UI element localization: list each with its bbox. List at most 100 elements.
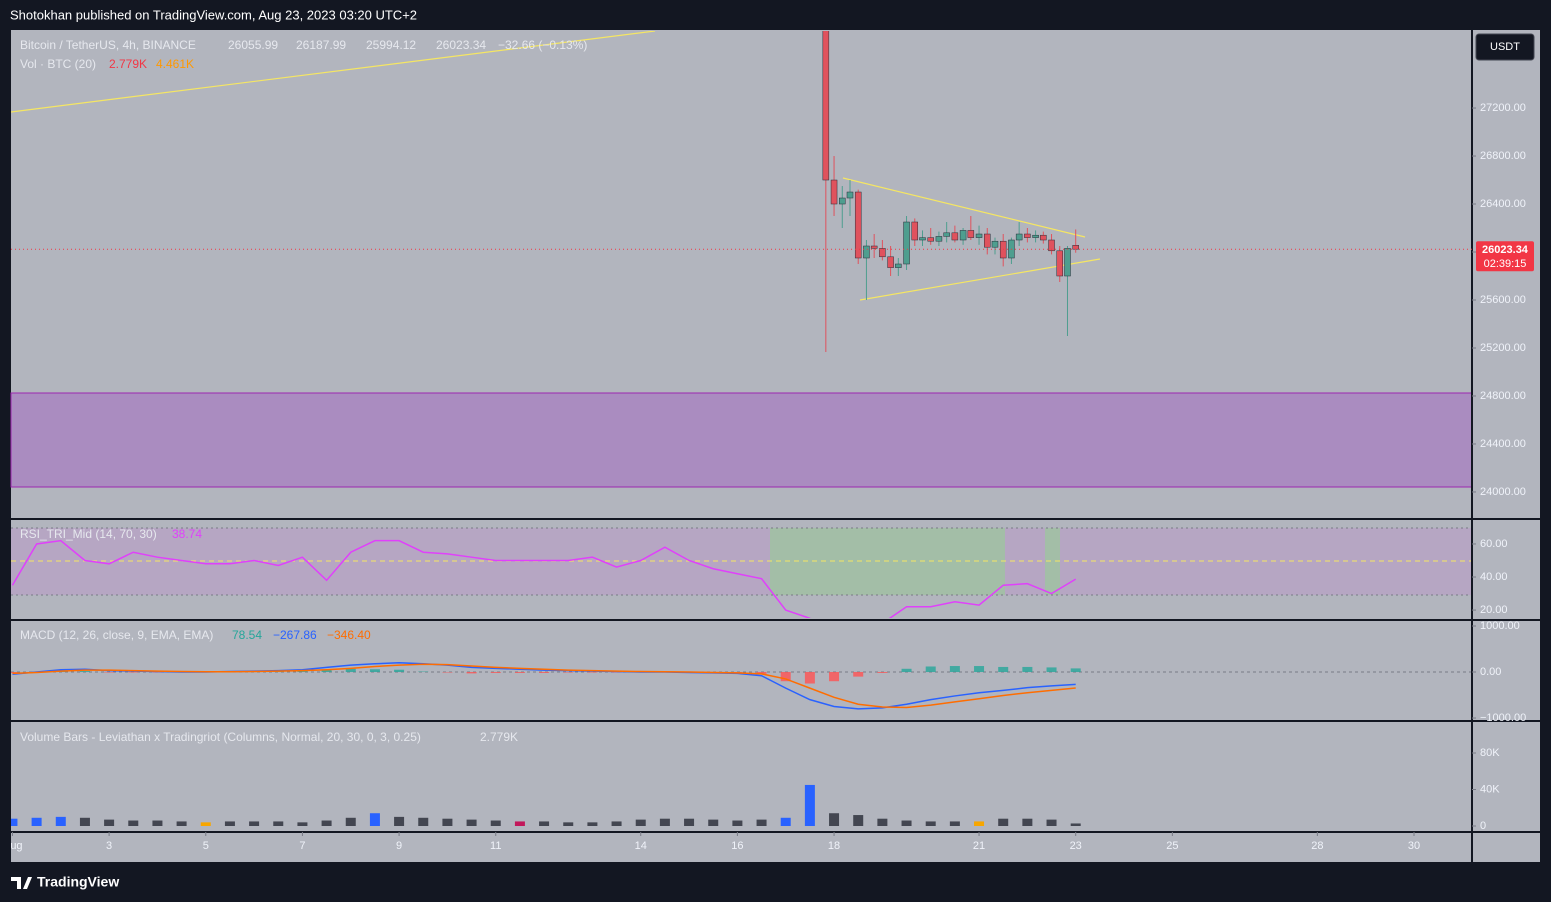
high: 26187.99	[296, 38, 346, 52]
pane	[11, 784, 1081, 827]
x-tick-label: 18	[828, 840, 840, 852]
macd-hist	[539, 672, 550, 673]
last-price-box	[1476, 241, 1534, 272]
trend-line	[11, 31, 656, 113]
countdown: 02:39:15	[1484, 258, 1527, 270]
candle-body	[943, 232, 950, 237]
macd-hist	[394, 669, 405, 673]
pane	[11, 662, 1081, 710]
x-tick-label: 25	[1166, 840, 1178, 852]
macd-hist: 78.54	[232, 628, 262, 642]
y-tick-label: 60.00	[1480, 538, 1508, 550]
volume-bar	[224, 821, 235, 827]
macd-hist	[345, 668, 356, 673]
macd-hist	[1022, 666, 1033, 673]
macd-hist	[466, 672, 477, 674]
y-tick-label: 25600.00	[1480, 294, 1526, 306]
y-tick-label: 24800.00	[1480, 390, 1526, 402]
candle-body	[1048, 239, 1055, 252]
volume-bar	[587, 822, 598, 827]
candle-body	[870, 245, 878, 249]
volume-bar	[877, 818, 888, 827]
volume-bar	[1070, 823, 1081, 827]
volume-bar	[200, 822, 211, 827]
volume-bar	[804, 784, 815, 827]
macd-hist	[79, 671, 90, 673]
volume-bar	[442, 818, 453, 827]
candle-body	[991, 240, 999, 248]
macd-signal: −346.40	[327, 628, 371, 642]
candle-body	[959, 230, 967, 241]
x-tick-label: 30	[1408, 840, 1420, 852]
y-tick-label: 24400.00	[1480, 438, 1526, 450]
y-tick-label: 26800.00	[1480, 150, 1526, 162]
candle-body	[846, 191, 854, 199]
publish-line: Shotokhan published on TradingView.com, …	[10, 7, 417, 22]
y-tick-label: 80K	[1480, 747, 1500, 759]
zone	[10, 392, 1473, 488]
macd-hist	[297, 671, 308, 673]
volume-bar	[11, 818, 18, 827]
macd-name: MACD (12, 26, close, 9, EMA, EMA)	[20, 628, 213, 642]
x-tick-label: 11	[490, 840, 501, 852]
macd-hist	[877, 672, 888, 673]
volume-bar	[345, 817, 356, 827]
macd-line	[12, 663, 1076, 709]
volume-bar	[611, 821, 622, 827]
volume-bar	[418, 817, 429, 827]
x-tick-label: 7	[299, 840, 305, 852]
volume-bar	[1046, 819, 1057, 827]
pane	[822, 31, 1079, 352]
y-tick-label: 27200.00	[1480, 102, 1526, 114]
volume-bar	[273, 821, 284, 827]
macd-hist	[321, 669, 332, 673]
volume-bar	[949, 821, 960, 827]
volume-bar	[152, 820, 163, 827]
x-tick-label: 23	[1070, 840, 1082, 852]
candle-body	[935, 236, 943, 242]
vol-name: Vol · BTC (20)	[20, 57, 96, 71]
volume-bar	[1022, 818, 1033, 827]
candle-body	[975, 233, 983, 238]
candle-body	[1024, 233, 1031, 238]
candle-body	[887, 256, 894, 268]
rsi-value: 38.74	[172, 527, 202, 541]
volume-bar	[563, 822, 574, 827]
rsi-zone	[1045, 528, 1060, 595]
x-tick-label: 16	[731, 840, 743, 852]
macd-hist	[804, 672, 815, 684]
vb-value: 2.779K	[480, 730, 518, 744]
macd-hist	[974, 666, 985, 673]
macd-hist	[925, 666, 936, 673]
candle-body	[1064, 248, 1071, 277]
currency-button[interactable]	[1475, 33, 1535, 61]
candle-body	[1040, 234, 1047, 241]
volume-bar	[369, 813, 380, 827]
volume-bar	[708, 819, 719, 827]
vb-name: Volume Bars - Leviathan x Tradingriot (C…	[20, 730, 421, 744]
brand-logo	[11, 877, 32, 889]
volume-bar	[780, 817, 791, 827]
volume-bar	[998, 818, 1009, 827]
candle-body	[879, 248, 886, 258]
brand: TradingView	[37, 874, 119, 890]
volume-bar	[490, 820, 501, 827]
candle-body	[895, 263, 902, 268]
candle-body	[927, 237, 934, 242]
volume-bar	[925, 821, 936, 827]
y-tick-label: 25200.00	[1480, 342, 1526, 354]
volume-bar	[79, 817, 90, 827]
y-tick-label: 40K	[1480, 783, 1500, 795]
macd-hist	[829, 672, 840, 682]
volume-bar	[514, 821, 525, 827]
x-tick-label: 9	[396, 840, 402, 852]
y-tick-label: 0	[1480, 820, 1486, 832]
volume-bar	[321, 820, 332, 827]
volume-bar	[104, 819, 115, 827]
y-tick-label: 26400.00	[1480, 198, 1526, 210]
volume-bar	[901, 820, 912, 827]
volume-bar	[297, 822, 308, 827]
candle-body	[984, 233, 991, 248]
x-tick-label: 14	[635, 840, 647, 852]
y-tick-label: −1000.00	[1480, 712, 1526, 724]
